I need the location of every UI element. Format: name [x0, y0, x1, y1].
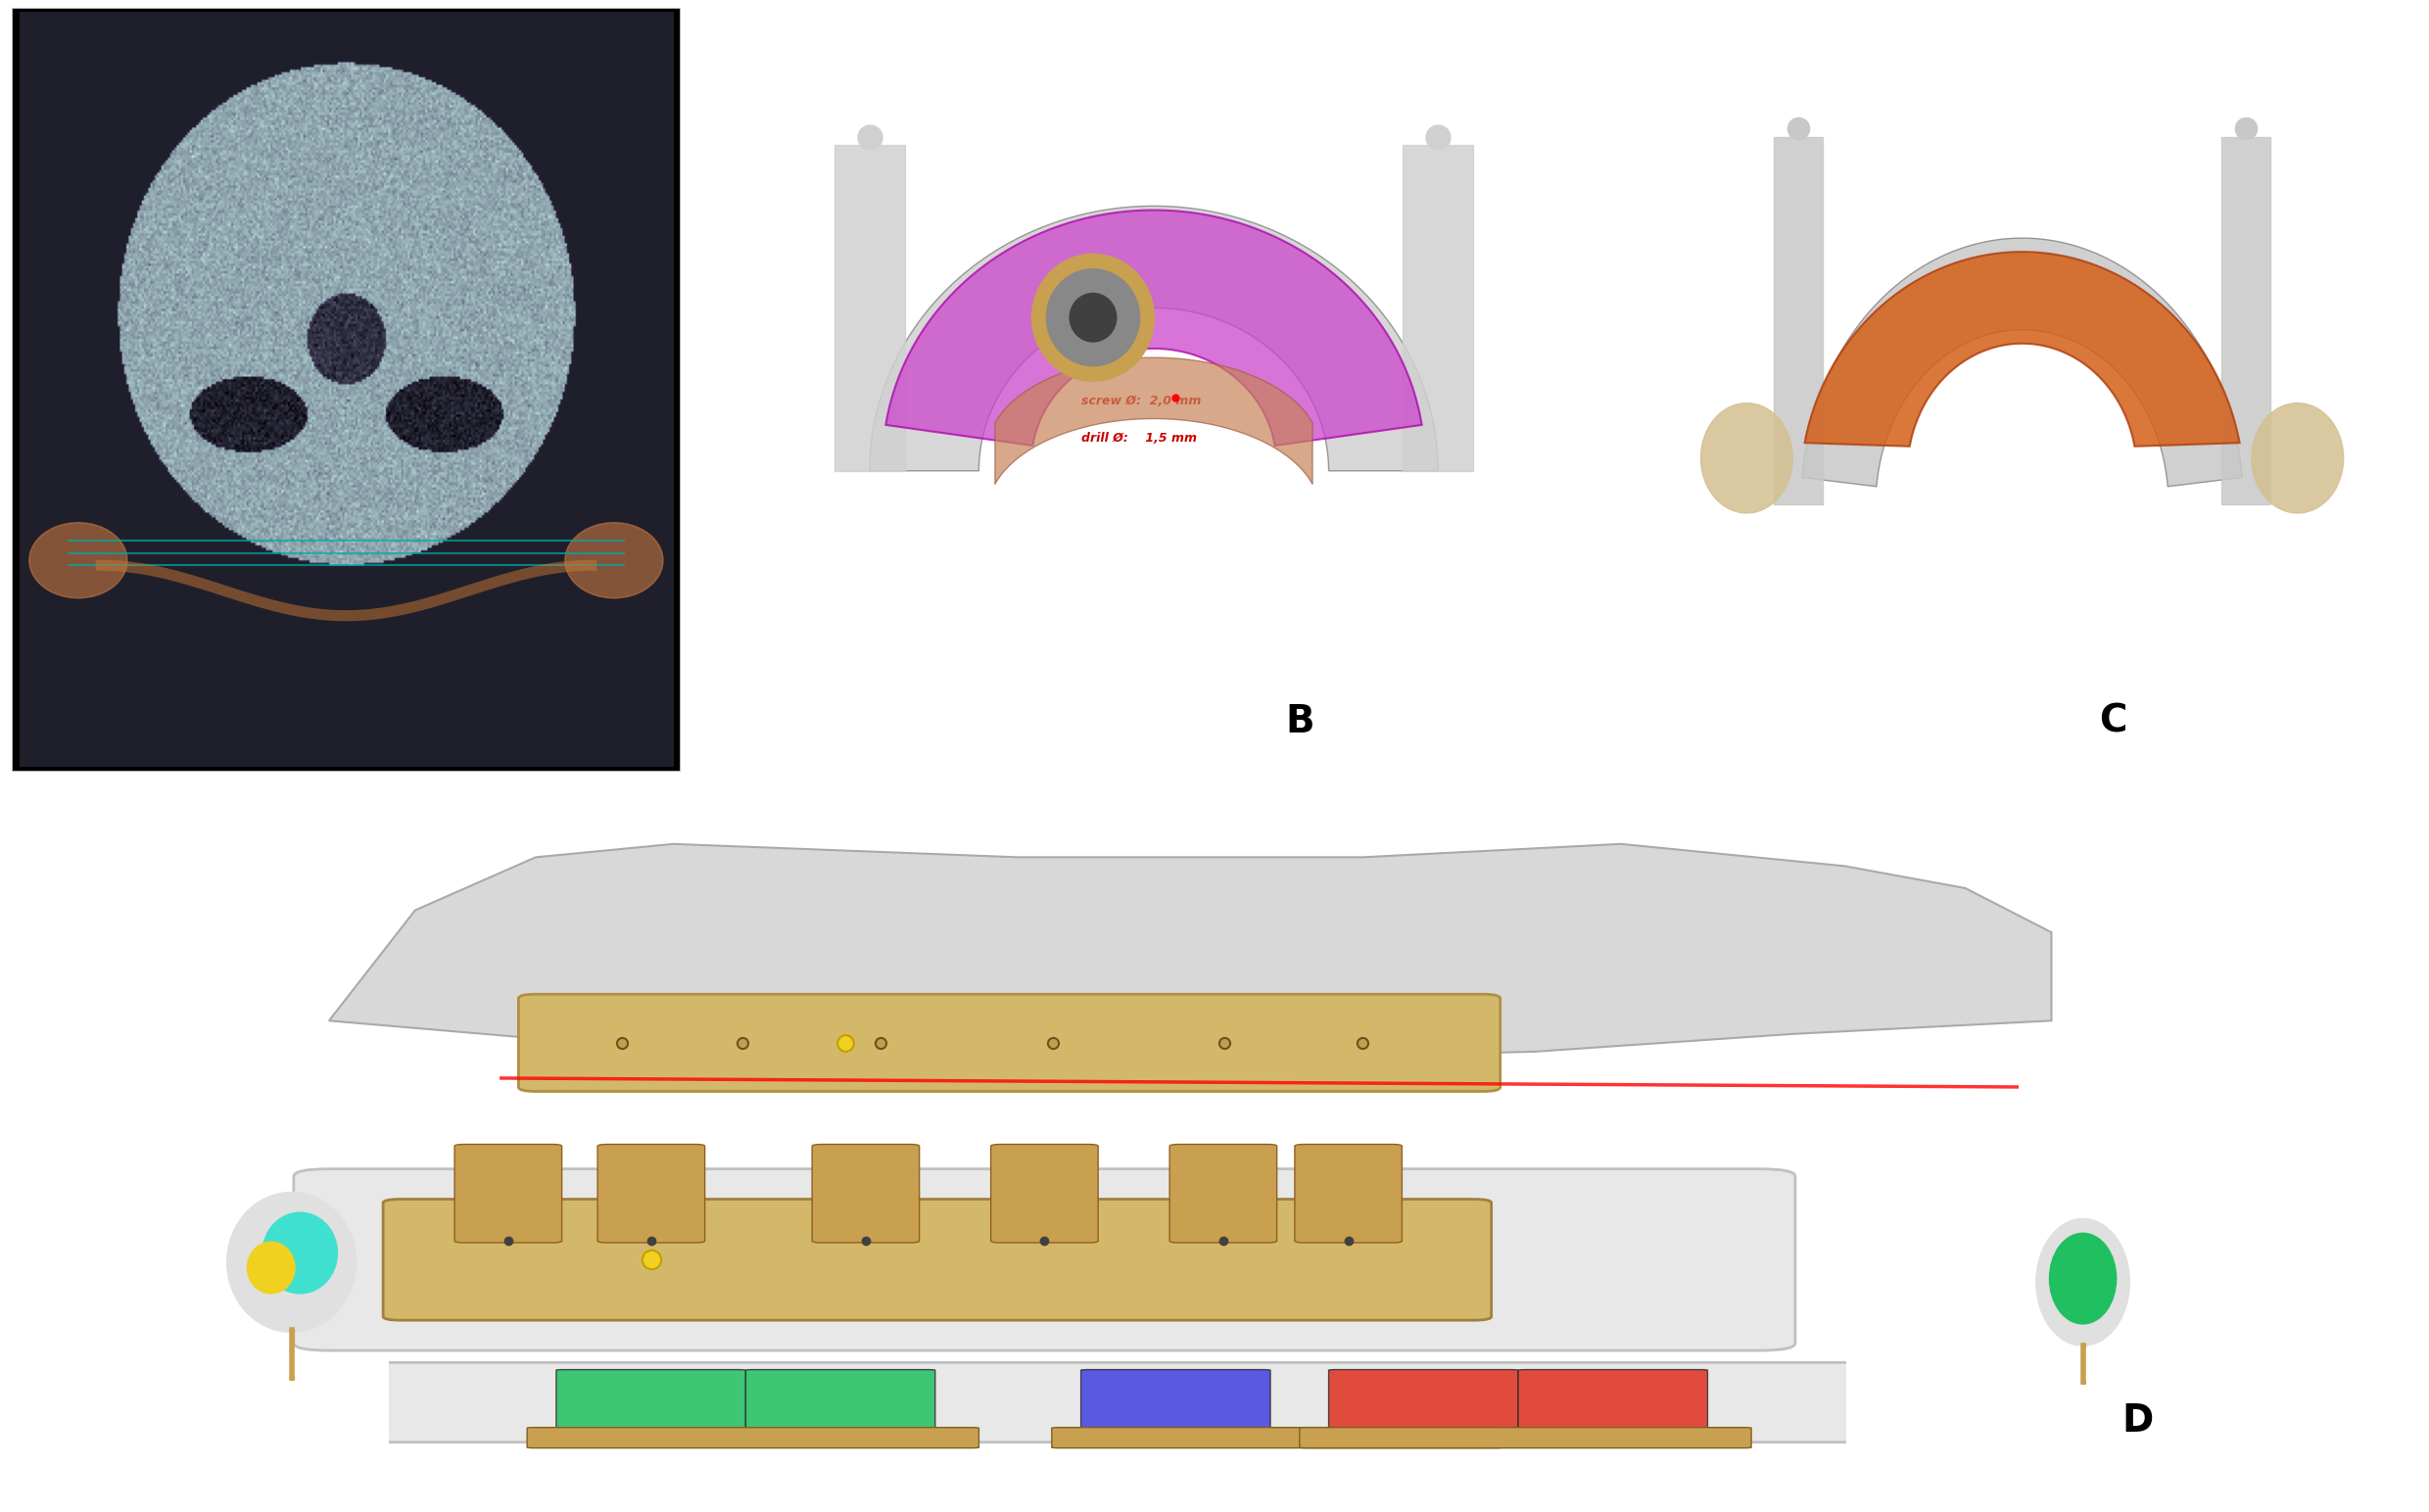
Polygon shape — [996, 357, 1312, 484]
Circle shape — [248, 1241, 294, 1293]
FancyBboxPatch shape — [294, 1169, 1795, 1350]
FancyBboxPatch shape — [692, 8, 1615, 771]
Polygon shape — [1805, 253, 2240, 446]
Text: Tubes for dental implants: Ø4mm (for Ø3.75mm implants): Tubes for dental implants: Ø4mm (for Ø3.… — [1025, 960, 1581, 1030]
Circle shape — [262, 1213, 338, 1293]
Text: C: C — [2099, 703, 2128, 741]
Circle shape — [1047, 269, 1139, 366]
FancyBboxPatch shape — [1052, 1427, 1504, 1448]
Circle shape — [566, 523, 663, 599]
FancyBboxPatch shape — [374, 1362, 1861, 1442]
Circle shape — [2252, 404, 2344, 513]
FancyBboxPatch shape — [517, 995, 1501, 1092]
Circle shape — [1700, 404, 1793, 513]
Circle shape — [29, 523, 126, 599]
Polygon shape — [328, 844, 2053, 1060]
Polygon shape — [1802, 237, 2242, 487]
Polygon shape — [870, 206, 1438, 470]
Circle shape — [226, 1193, 357, 1332]
FancyBboxPatch shape — [1518, 1370, 1708, 1435]
Circle shape — [2050, 1234, 2116, 1325]
FancyBboxPatch shape — [384, 1199, 1491, 1320]
Circle shape — [1032, 254, 1154, 381]
FancyBboxPatch shape — [1295, 1145, 1402, 1243]
FancyBboxPatch shape — [746, 1370, 935, 1435]
FancyBboxPatch shape — [556, 1370, 746, 1435]
FancyBboxPatch shape — [1329, 1370, 1518, 1435]
FancyBboxPatch shape — [12, 8, 680, 771]
Circle shape — [1069, 293, 1117, 342]
Circle shape — [2036, 1219, 2130, 1346]
FancyBboxPatch shape — [598, 1145, 704, 1243]
FancyBboxPatch shape — [527, 1427, 979, 1448]
FancyBboxPatch shape — [1081, 1370, 1270, 1435]
FancyBboxPatch shape — [991, 1145, 1098, 1243]
FancyBboxPatch shape — [1171, 1145, 1278, 1243]
Text: B: B — [1285, 703, 1314, 741]
Text: A: A — [308, 703, 338, 741]
FancyBboxPatch shape — [454, 1145, 561, 1243]
Text: screw Ø:  2,0 mm: screw Ø: 2,0 mm — [1081, 395, 1200, 407]
FancyBboxPatch shape — [1300, 1427, 1751, 1448]
Text: D: D — [2121, 1402, 2155, 1439]
Polygon shape — [887, 210, 1421, 446]
Text: drill Ø:    1,5 mm: drill Ø: 1,5 mm — [1081, 432, 1197, 445]
FancyBboxPatch shape — [811, 1145, 918, 1243]
